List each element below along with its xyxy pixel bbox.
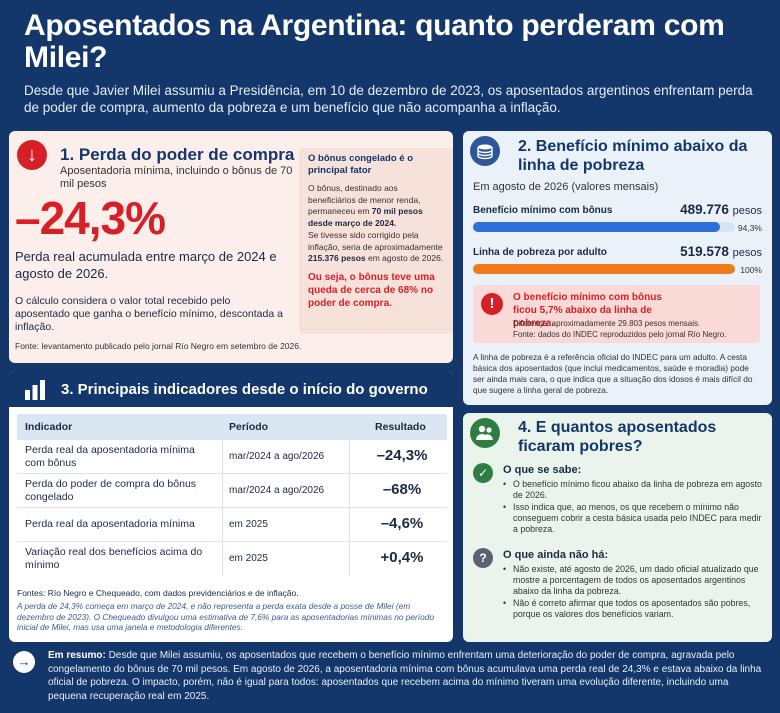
check-icon: ✓ bbox=[473, 463, 493, 483]
people-icon bbox=[470, 418, 500, 448]
bar-chart-icon bbox=[24, 378, 46, 405]
below-poverty-alert: ! O benefício mínimo com bônus ficou 5,7… bbox=[473, 285, 760, 343]
table-row: Perda real da aposentadoria mínima em 20… bbox=[17, 508, 447, 542]
alert-difference: Diferença: aproximadamente 29.803 pesos … bbox=[513, 319, 701, 328]
known-list: O benefício mínimo ficou abaixo da linha… bbox=[503, 479, 765, 536]
row-result: +0,4% bbox=[380, 549, 424, 566]
card2-title: 2. Benefício mínimo abaixo da linha de p… bbox=[518, 138, 748, 174]
col-indicator: Indicador bbox=[25, 421, 73, 433]
card1-source: Fonte: levantamento publicado pelo jorna… bbox=[15, 341, 302, 351]
benefit-amount: 489.776 bbox=[680, 202, 729, 217]
poverty-bar-fill bbox=[473, 264, 735, 274]
summary-label: Em resumo: bbox=[48, 650, 106, 661]
frozen-bonus-box: O bônus congelado é o principal fator O … bbox=[299, 148, 453, 334]
frozen-bonus-text: O bônus, destinado aos beneficiários de … bbox=[308, 183, 444, 229]
column-divider bbox=[222, 414, 223, 576]
indicators-table: Indicador Período Resultado Perda real d… bbox=[17, 414, 447, 576]
indicators-card: 3. Principais indicadores desde o início… bbox=[9, 371, 453, 642]
frozen-bonus-text-b: 70 mil pesos desde março de 2024. bbox=[308, 206, 423, 228]
row-period: mar/2024 a ago/2026 bbox=[229, 451, 325, 462]
poverty-pct: 100% bbox=[740, 265, 762, 275]
indicators-header-bar: 3. Principais indicadores desde o início… bbox=[9, 371, 453, 407]
poverty-bar bbox=[473, 264, 735, 274]
row-result: –68% bbox=[382, 481, 422, 498]
purchasing-power-card: ↓ 1. Perda do poder de compra Aposentado… bbox=[9, 131, 453, 363]
known-label: O que se sabe: bbox=[503, 464, 582, 476]
exclamation-icon: ! bbox=[481, 293, 503, 315]
column-divider bbox=[349, 414, 350, 576]
corrected-bonus-value: 215.376 pesos bbox=[308, 253, 366, 263]
card3-source: Fontes: Río Negro e Chequeado, com dados… bbox=[17, 588, 299, 598]
summary-bar: → Em resumo: Desde que Milei assumiu, os… bbox=[0, 645, 780, 713]
benefit-pct: 94,3% bbox=[737, 223, 762, 233]
row-indicator: Perda do poder de compra do bônus congel… bbox=[25, 478, 197, 503]
card1-title: 1. Perda do poder de compra bbox=[60, 145, 295, 164]
list-item: O benefício mínimo ficou abaixo da linha… bbox=[503, 479, 765, 501]
row-indicator: Perda real da aposentadoria mínima com b… bbox=[25, 444, 195, 469]
benefit-bar-fill bbox=[473, 222, 721, 232]
row-result: –4,6% bbox=[380, 515, 424, 532]
row-period: em 2025 bbox=[229, 553, 268, 564]
table-row: Variação real dos benefícios acima do mí… bbox=[17, 542, 447, 576]
benefit-label: Benefício mínimo com bônus bbox=[473, 205, 613, 216]
arrow-down-icon: ↓ bbox=[17, 140, 47, 170]
alert-source: Fonte: dados do INDEC reproduzidos pelo … bbox=[513, 330, 727, 339]
row-indicator: Perda real da aposentadoria mínima bbox=[25, 518, 195, 530]
question-icon: ? bbox=[473, 548, 493, 568]
poverty-line-card: 2. Benefício mínimo abaixo da linha de p… bbox=[463, 131, 772, 405]
poverty-amount: 519.578 bbox=[680, 244, 729, 259]
row-period: em 2025 bbox=[229, 519, 268, 530]
col-result: Resultado bbox=[375, 421, 426, 433]
card4-title: 4. E quantos aposentados ficaram pobres? bbox=[518, 419, 717, 455]
card3-note: A perda de 24,3% começa em março de 2024… bbox=[17, 601, 434, 632]
row-period: mar/2024 a ago/2026 bbox=[229, 485, 325, 496]
bonus-drop-text: Ou seja, o bônus teve uma queda de cerca… bbox=[308, 271, 435, 309]
benefit-currency: pesos bbox=[732, 205, 762, 217]
poor-retirees-card: 4. E quantos aposentados ficaram pobres?… bbox=[463, 413, 772, 642]
summary-text: Em resumo: Desde que Milei assumiu, os a… bbox=[48, 649, 768, 703]
poverty-value: 519.578 pesos bbox=[680, 244, 762, 259]
poverty-currency: pesos bbox=[732, 247, 762, 259]
page-title: Aposentados na Argentina: quanto perdera… bbox=[24, 9, 725, 74]
card3-title: 3. Principais indicadores desde o início… bbox=[61, 381, 428, 398]
corrected-bonus-text: Se tivesse sido corrigido pela inflação,… bbox=[308, 230, 444, 265]
list-item: Não existe, até agosto de 2026, um dado … bbox=[503, 564, 765, 597]
row-indicator: Variação real dos benefícios acima do mí… bbox=[25, 546, 203, 571]
table-header: Indicador Período Resultado bbox=[17, 414, 447, 440]
real-loss-text: Perda real acumulada entre março de 2024… bbox=[15, 249, 277, 281]
header: Aposentados na Argentina: quanto perdera… bbox=[24, 10, 764, 116]
table-row: Perda real da aposentadoria mínima com b… bbox=[17, 440, 447, 474]
unknown-list: Não existe, até agosto de 2026, um dado … bbox=[503, 564, 765, 621]
table-row: Perda do poder de compra do bônus congel… bbox=[17, 474, 447, 508]
coins-icon bbox=[470, 136, 500, 166]
summary-body: Desde que Milei assumiu, os aposentados … bbox=[48, 650, 762, 702]
corrected-bonus-text-c: em agosto de 2026. bbox=[365, 253, 444, 263]
poverty-note: A linha de pobreza é a referência oficia… bbox=[473, 352, 753, 395]
calc-text: O cálculo considera o valor total recebi… bbox=[15, 295, 283, 333]
list-item: Isso indica que, ao menos, os que recebe… bbox=[503, 502, 765, 535]
period-label: Em agosto de 2026 (valores mensais) bbox=[473, 181, 659, 193]
benefit-bar bbox=[473, 222, 735, 232]
frozen-bonus-heading: O bônus congelado é o principal fator bbox=[308, 153, 414, 176]
list-item: Não é correto afirmar que todos os apose… bbox=[503, 598, 765, 620]
corrected-bonus-text-a: Se tivesse sido corrigido pela inflação,… bbox=[308, 230, 443, 252]
frozen-bonus-text-a: O bônus, destinado aos beneficiários de … bbox=[308, 183, 421, 216]
row-result: –24,3% bbox=[376, 447, 428, 464]
benefit-value: 489.776 pesos bbox=[680, 202, 762, 217]
card1-subtitle: Aposentadoria mínima, incluindo o bônus … bbox=[60, 165, 293, 190]
arrow-right-icon: → bbox=[13, 651, 35, 673]
loss-percentage: –24,3% bbox=[15, 192, 166, 244]
poverty-label: Linha de pobreza por adulto bbox=[473, 247, 607, 258]
col-period: Período bbox=[229, 421, 269, 433]
alert-title: O benefício mínimo com bônus ficou 5,7% … bbox=[513, 292, 662, 329]
page-subtitle: Desde que Javier Milei assumiu a Presidê… bbox=[24, 83, 753, 115]
unknown-label: O que ainda não há: bbox=[503, 549, 609, 561]
